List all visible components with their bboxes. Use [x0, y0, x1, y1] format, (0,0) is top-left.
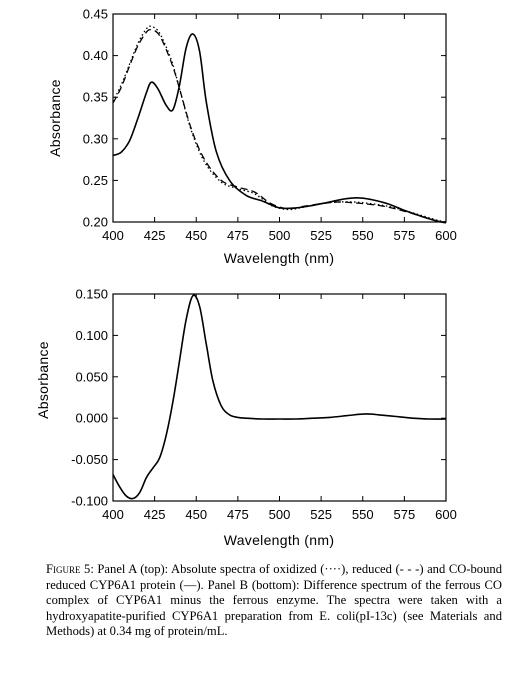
panel-a-ticks — [112, 13, 447, 223]
panel-a-series-line-dotted — [112, 25, 447, 223]
panel-a-x-tick-labels: 400 425 450 475 500 525 550 575 600 — [102, 228, 457, 243]
panel-a-series-line-dashed — [112, 28, 447, 223]
panel-a-y-tick-label: 0.20 — [83, 215, 108, 230]
panel-b-y-tick-labels: -0.100 -0.050 0.000 0.050 0.100 0.150 — [71, 287, 108, 509]
panel-a-y-tick-label: 0.35 — [83, 90, 108, 105]
figure-caption-label: Figure 5: — [46, 562, 94, 576]
panel-a-plot-frame — [112, 13, 447, 223]
panel-b-x-tick-label: 525 — [310, 507, 332, 522]
panel-b-x-tick-label: 575 — [394, 507, 416, 522]
panel-a-y-tick-label: 0.25 — [83, 173, 108, 188]
panel-b-chart: 400 425 450 475 500 525 550 575 600 -0.100 -0.050… — [35, 287, 457, 549]
panel-b-x-tick-labels: 400 425 450 475 500 525 550 575 600 — [102, 507, 457, 522]
panel-b-y-tick-label: 0.050 — [75, 369, 108, 384]
panel-b-x-tick-label: 600 — [435, 507, 457, 522]
figure-caption-text: Panel A (top): Absolute spectra of oxidi… — [46, 562, 502, 639]
panel-b-y-axis-label: Absorbance — [35, 341, 51, 419]
panel-a-series — [112, 25, 447, 224]
panel-b-y-tick-label: 0.150 — [75, 287, 108, 302]
panel-a-x-tick-label: 575 — [394, 228, 416, 243]
panel-b-y-tick-label: 0.000 — [75, 411, 108, 426]
panel-b-ticks — [112, 293, 447, 502]
panel-b-x-axis-label: Wavelength (nm) — [224, 532, 335, 548]
panel-b-series-line-solid — [112, 294, 447, 500]
panel-a-y-tick-label: 0.30 — [83, 131, 108, 146]
panel-b-y-tick-label: -0.100 — [71, 494, 108, 509]
panel-a-x-tick-label: 600 — [435, 228, 457, 243]
panel-a-x-tick-label: 500 — [269, 228, 291, 243]
panel-b-x-tick-label: 475 — [227, 507, 249, 522]
panel-a-x-tick-label: 475 — [227, 228, 249, 243]
panel-a-x-tick-label: 400 — [102, 228, 124, 243]
panel-a-chart: 400 425 450 475 500 525 550 575 600 0.20 0.25 0.30… — [47, 7, 457, 267]
panel-a-y-tick-label: 0.40 — [83, 48, 108, 63]
panel-b-x-tick-label: 400 — [102, 507, 124, 522]
panel-b-x-tick-label: 550 — [352, 507, 374, 522]
panel-b-plot-frame — [112, 293, 447, 502]
panel-b-x-tick-label: 425 — [144, 507, 166, 522]
panel-a-x-tick-label: 525 — [310, 228, 332, 243]
panel-b-series — [112, 294, 447, 500]
panel-b-y-tick-label: -0.050 — [71, 452, 108, 467]
panel-a-y-tick-labels: 0.20 0.25 0.30 0.35 0.40 0.45 — [83, 7, 108, 230]
panel-a-x-axis-label: Wavelength (nm) — [224, 250, 335, 266]
figure-caption: Figure 5: Panel A (top): Absolute spectr… — [46, 562, 502, 640]
panel-b-y-tick-label: 0.100 — [75, 328, 108, 343]
panel-a-x-tick-label: 550 — [352, 228, 374, 243]
panel-a-x-tick-label: 450 — [185, 228, 207, 243]
panel-b-x-tick-label: 500 — [269, 507, 291, 522]
panel-a-x-tick-label: 425 — [144, 228, 166, 243]
panel-a-series-line-solid — [112, 33, 447, 224]
panel-a-y-axis-label: Absorbance — [47, 79, 63, 157]
panel-b-x-tick-label: 450 — [185, 507, 207, 522]
panel-a-y-tick-label: 0.45 — [83, 7, 108, 22]
